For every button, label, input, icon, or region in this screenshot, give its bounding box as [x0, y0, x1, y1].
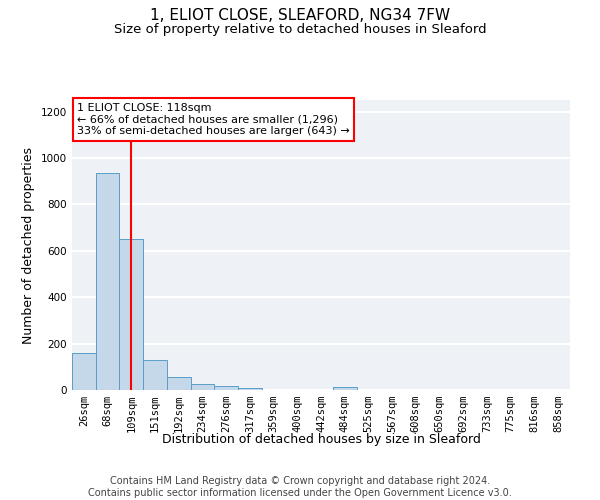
Text: Contains HM Land Registry data © Crown copyright and database right 2024.
Contai: Contains HM Land Registry data © Crown c…	[88, 476, 512, 498]
Text: Distribution of detached houses by size in Sleaford: Distribution of detached houses by size …	[161, 432, 481, 446]
Text: Size of property relative to detached houses in Sleaford: Size of property relative to detached ho…	[113, 22, 487, 36]
Bar	[167, 376, 191, 390]
Bar	[119, 239, 143, 390]
Text: 1, ELIOT CLOSE, SLEAFORD, NG34 7FW: 1, ELIOT CLOSE, SLEAFORD, NG34 7FW	[150, 8, 450, 22]
Y-axis label: Number of detached properties: Number of detached properties	[22, 146, 35, 344]
Bar	[72, 353, 96, 390]
Bar	[143, 360, 167, 390]
Text: 1 ELIOT CLOSE: 118sqm
← 66% of detached houses are smaller (1,296)
33% of semi-d: 1 ELIOT CLOSE: 118sqm ← 66% of detached …	[77, 103, 350, 136]
Bar	[214, 386, 238, 390]
Bar	[238, 388, 262, 390]
Bar	[96, 173, 119, 390]
Bar	[333, 386, 356, 390]
Bar	[191, 384, 214, 390]
